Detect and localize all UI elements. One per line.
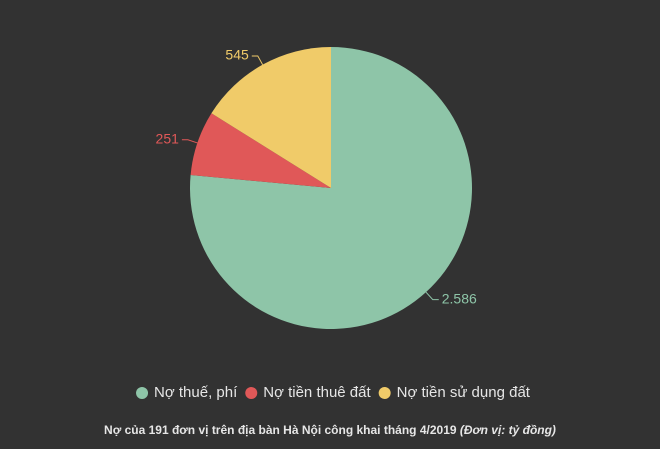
legend-label: Nợ thuế, phí — [154, 384, 238, 401]
pie-slice — [190, 113, 331, 188]
legend-swatch — [378, 387, 391, 399]
leader-line — [181, 139, 198, 144]
legend: Nợ thuế, phí Nợ tiền thuê đất Nợ tiền sử d… — [136, 384, 531, 401]
legend-item: Nợ thuế, phí — [136, 384, 238, 401]
data-label: 545 — [225, 47, 249, 63]
data-label: 2.586 — [442, 290, 477, 306]
legend-item: Nợ tiền sử dụng đất — [378, 384, 531, 401]
pie-slice — [211, 47, 331, 188]
subtitle: (Đơn vị: tỷ đồng) — [460, 423, 556, 437]
legend-label: Nợ tiền thuê đất — [263, 384, 371, 401]
leader-line — [425, 291, 439, 301]
chart-title: Nợ của 191 đơn vị trên địa bàn Hà Nội cô… — [104, 423, 556, 437]
legend-label: Nợ tiền sử dụng đất — [397, 384, 531, 401]
legend-swatch — [245, 387, 258, 399]
legend-swatch — [136, 387, 149, 399]
legend-item: Nợ tiền thuê đất — [245, 384, 371, 401]
data-label: 251 — [156, 130, 180, 146]
title: Nợ của 191 đơn vị trên địa bàn Hà Nội cô… — [104, 423, 457, 437]
pie: 2.586 251 545 — [156, 47, 477, 329]
leader-line — [251, 55, 264, 65]
